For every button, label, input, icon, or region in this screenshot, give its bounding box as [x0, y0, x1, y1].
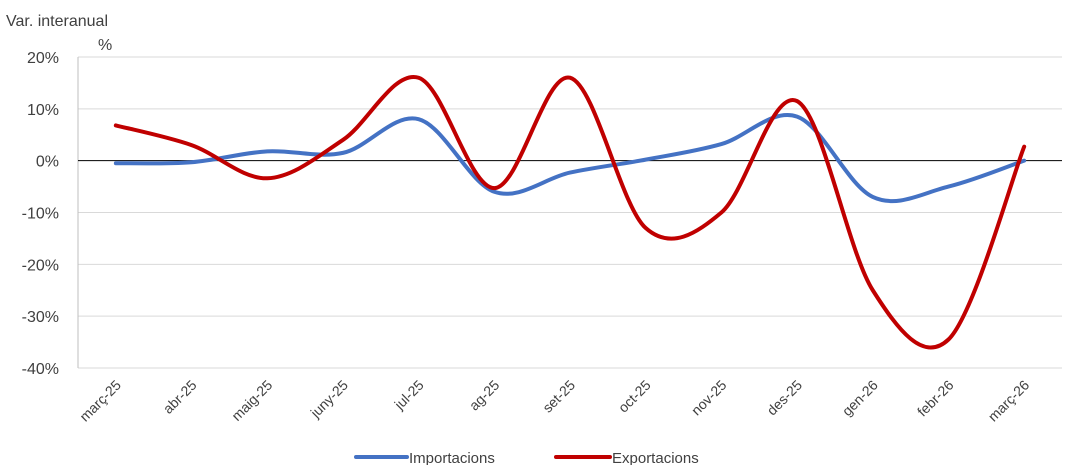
x-tick-label: gen-26: [839, 377, 881, 419]
axes: [77, 57, 1062, 368]
x-tick-label: maig-25: [228, 377, 275, 424]
y-tick-label: -20%: [22, 257, 59, 274]
series-line-exportacions: [113, 75, 1027, 350]
x-tick-label: jul-25: [390, 377, 426, 413]
y-tick-label: -30%: [22, 309, 59, 326]
y-tick-label: 0%: [36, 154, 59, 171]
x-tick-label: juny-25: [307, 377, 352, 422]
y-axis-unit: %: [98, 37, 112, 54]
series-lines: [113, 75, 1027, 350]
x-tick-label: abr-25: [160, 377, 200, 417]
y-tick-label: 20%: [27, 50, 59, 67]
series-line-importacions: [113, 113, 1027, 203]
x-tick-label: oct-25: [615, 377, 654, 416]
gridlines: [78, 56, 1062, 369]
y-axis-title: Var. interanual: [6, 13, 108, 30]
x-tick-label: des-25: [764, 377, 806, 419]
legend-label-importacions: Importacions: [409, 450, 495, 465]
x-tick-label: març-25: [76, 377, 124, 425]
y-tick-label: -40%: [22, 361, 59, 378]
legend-label-exportacions: Exportacions: [612, 450, 699, 465]
x-tick-label: març-26: [985, 377, 1033, 425]
y-tick-label: -10%: [22, 206, 59, 223]
x-tick-label: febr-26: [914, 377, 957, 420]
x-tick-label: set-25: [539, 377, 578, 416]
y-tick-label: 10%: [27, 102, 59, 119]
x-tick-label: ag-25: [466, 377, 503, 414]
x-tick-label: nov-25: [688, 377, 730, 419]
legend: Importacions Exportacions: [354, 450, 699, 467]
